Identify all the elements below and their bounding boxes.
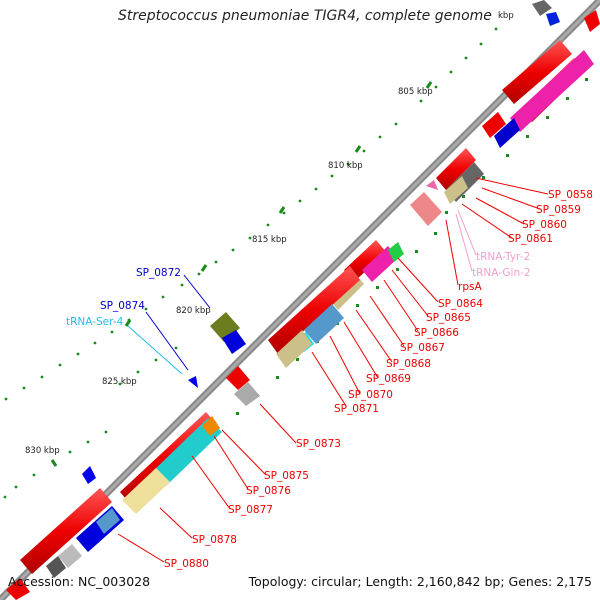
gene-SP_0865b[interactable] — [388, 242, 404, 262]
gene-SP_0870[interactable] — [276, 330, 312, 368]
label-leaders — [117, 177, 549, 563]
kbp-ticks — [50, 81, 433, 467]
gene-SP_0860[interactable] — [444, 176, 468, 204]
label-SP_0859[interactable]: SP_0859 — [536, 204, 581, 216]
gene-SP_0875[interactable] — [202, 416, 220, 436]
gene-tRNA-small[interactable] — [426, 180, 438, 190]
gene-SP_0878[interactable] — [122, 468, 170, 514]
gene-band-e[interactable] — [494, 118, 520, 148]
label-SP_0880[interactable]: SP_0880 — [164, 558, 209, 570]
gene-SP_0874[interactable] — [222, 330, 246, 354]
label-SP_0860[interactable]: SP_0860 — [522, 219, 567, 231]
label-SP_0875[interactable]: SP_0875 — [264, 470, 309, 482]
label-tRNA-Tyr-2[interactable]: tRNA-Tyr-2 — [476, 251, 530, 263]
label-tRNA-Gln-2[interactable]: tRNA-Gln-2 — [472, 267, 531, 279]
tick-partial-label: kbp — [498, 11, 514, 21]
label-SP_0874[interactable]: SP_0874 — [100, 300, 145, 312]
gene-band-f[interactable] — [482, 112, 506, 138]
gene-outer-2[interactable] — [546, 12, 560, 26]
label-SP_0877[interactable]: SP_0877 — [228, 504, 273, 516]
tick-label-820: 820 kbp — [176, 306, 211, 316]
gene-SP_0864[interactable] — [344, 240, 386, 282]
genome-summary: Topology: circular; Length: 2,160,842 bp… — [248, 574, 592, 589]
label-SP_0871[interactable]: SP_0871 — [334, 403, 379, 415]
gene-outer-3[interactable] — [584, 10, 600, 32]
tick-label-830: 830 kbp — [25, 446, 60, 456]
tick-label-810: 810 kbp — [328, 161, 363, 171]
gene-tRNA-Ser-4[interactable] — [188, 376, 198, 388]
gene-band-a[interactable] — [502, 40, 572, 104]
label-SP_0873[interactable]: SP_0873 — [296, 438, 341, 450]
label-SP_0861[interactable]: SP_0861 — [508, 233, 553, 245]
accession-label: Accession: NC_003028 — [8, 574, 151, 589]
label-SP_0858[interactable]: SP_0858 — [548, 189, 593, 201]
gene-SP_0858[interactable] — [436, 148, 476, 190]
label-SP_0866[interactable]: SP_0866 — [414, 327, 459, 339]
gene-SP_0873-grey[interactable] — [234, 382, 260, 406]
inner-strand-genes — [6, 40, 594, 600]
label-SP_0865[interactable]: SP_0865 — [426, 312, 471, 324]
gene-SP_0865[interactable] — [362, 246, 398, 282]
gene-grey-b[interactable] — [46, 556, 66, 578]
gene-band-c[interactable] — [510, 94, 546, 132]
label-SP_0869[interactable]: SP_0869 — [366, 373, 411, 385]
label-SP_0868[interactable]: SP_0868 — [386, 358, 431, 370]
label-SP_0872[interactable]: SP_0872 — [136, 267, 181, 279]
gene-SP_0873-red[interactable] — [226, 366, 250, 390]
gene-830-blue[interactable] — [82, 466, 96, 484]
label-SP_0867[interactable]: SP_0867 — [400, 342, 445, 354]
gene-SP_0868[interactable] — [304, 304, 344, 344]
gene-rpsA-box[interactable] — [410, 192, 442, 226]
gene-grey-a[interactable] — [58, 544, 82, 568]
label-SP_0864[interactable]: SP_0864 — [438, 298, 483, 310]
gene-band-d[interactable] — [536, 50, 594, 108]
tick-label-815: 815 kbp — [252, 235, 287, 245]
label-rpsA[interactable]: rpsA — [458, 281, 482, 293]
label-SP_0870[interactable]: SP_0870 — [348, 389, 393, 401]
gene-SP_0867[interactable] — [268, 266, 360, 354]
tick-label-805: 805 kbp — [398, 87, 433, 97]
gene-SP_0880[interactable] — [20, 488, 112, 574]
gene-red-bottom[interactable] — [6, 578, 30, 600]
map-title: Streptococcus pneumoniae TIGR4, complete… — [118, 8, 492, 24]
tick-label-825: 825 kbp — [102, 377, 137, 387]
gene-SP_0877[interactable] — [152, 418, 222, 486]
label-tRNA-Ser-4[interactable]: tRNA-Ser-4 — [66, 316, 124, 328]
label-SP_0878[interactable]: SP_0878 — [192, 534, 237, 546]
label-SP_0876[interactable]: SP_0876 — [246, 485, 291, 497]
gene-outer-1[interactable] — [532, 0, 552, 16]
gene-SP_0880-lightblue[interactable] — [96, 508, 120, 534]
scale-dots — [3, 27, 498, 499]
outer-strand-genes — [82, 0, 600, 484]
